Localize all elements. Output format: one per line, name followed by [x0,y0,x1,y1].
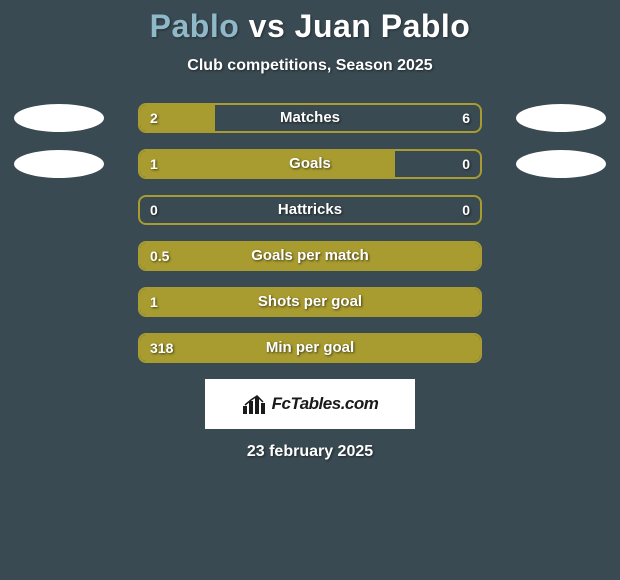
stat-row: 0.5Goals per match [0,241,620,271]
player2-oval [516,104,606,132]
stat-bar-track [138,195,482,225]
stat-bar-fill [140,335,480,361]
player1-oval [14,150,104,178]
stat-bar-fill [140,289,480,315]
stat-bar-track [138,241,482,271]
stat-right-value: 0 [450,149,482,179]
stat-bar-fill-left [140,151,395,177]
stat-left-value: 1 [138,287,170,317]
stat-left-value: 0 [138,195,170,225]
vs-text: vs [249,8,286,44]
page-title: Pablo vs Juan Pablo [0,8,620,45]
comparison-card: Pablo vs Juan Pablo Club competitions, S… [0,0,620,461]
stat-row: 00Hattricks [0,195,620,225]
subtitle: Club competitions, Season 2025 [0,57,620,75]
player1-oval [14,104,104,132]
stat-left-value: 1 [138,149,170,179]
stat-row: 1Shots per goal [0,287,620,317]
stat-bar-track [138,149,482,179]
stat-row: 26Matches [0,103,620,133]
stat-bar-track [138,287,482,317]
player1-name: Pablo [150,8,240,44]
player2-oval [516,150,606,178]
stat-row: 318Min per goal [0,333,620,363]
stat-bar-track [138,103,482,133]
stat-bar-fill [140,243,480,269]
player2-name: Juan Pablo [295,8,471,44]
bar-chart-icon [242,394,266,414]
stat-right-value: 0 [450,195,482,225]
logo-text: FcTables.com [272,394,379,414]
stat-left-value: 2 [138,103,170,133]
stat-row: 10Goals [0,149,620,179]
stats-list: 26Matches10Goals00Hattricks0.5Goals per … [0,103,620,363]
stat-left-value: 0.5 [138,241,181,271]
stat-left-value: 318 [138,333,185,363]
stat-bar-track [138,333,482,363]
stat-right-value: 6 [450,103,482,133]
logo-box[interactable]: FcTables.com [205,379,415,429]
date-text: 23 february 2025 [0,443,620,461]
